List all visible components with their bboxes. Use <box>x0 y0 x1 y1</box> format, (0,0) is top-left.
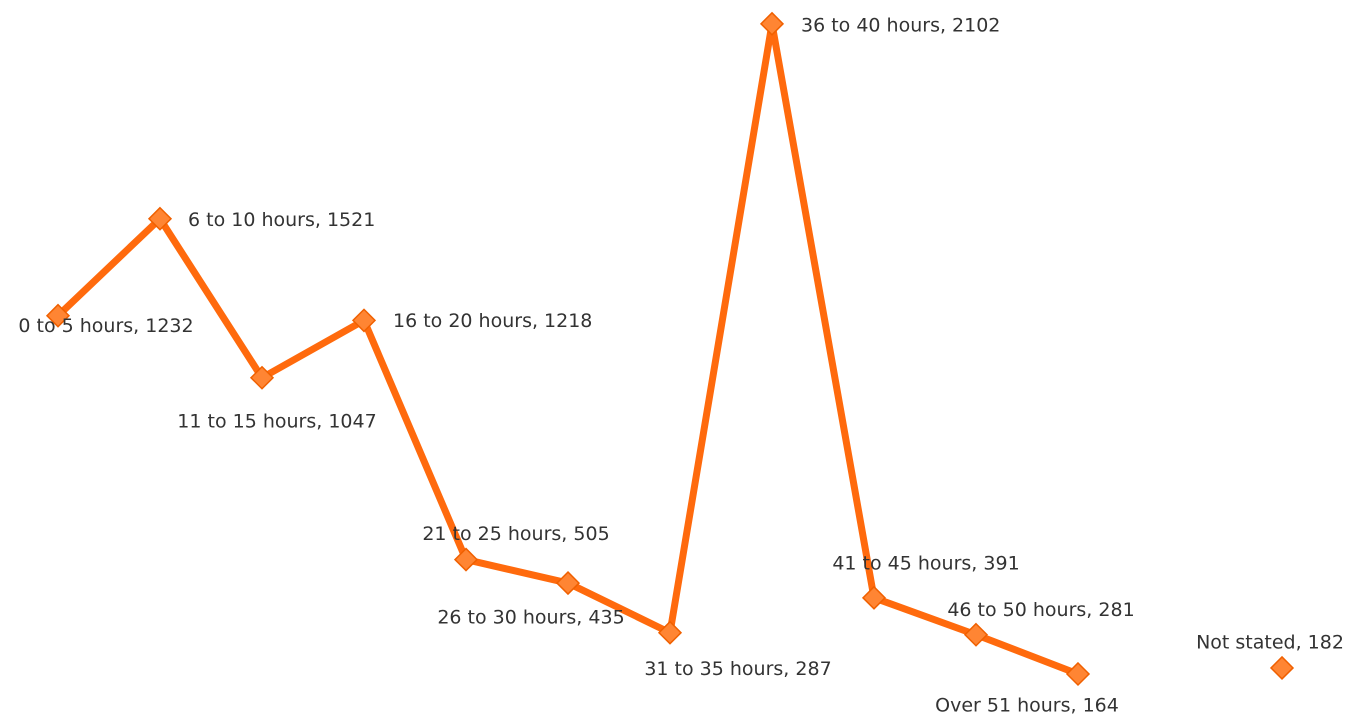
data-label: 16 to 20 hours, 1218 <box>393 310 592 332</box>
marker <box>351 308 377 333</box>
marker <box>249 365 275 390</box>
data-label: 21 to 25 hours, 505 <box>422 523 609 545</box>
marker <box>1269 655 1295 681</box>
data-label: 36 to 40 hours, 2102 <box>801 14 1000 36</box>
marker <box>963 622 989 647</box>
data-label: 31 to 35 hours, 287 <box>644 658 831 680</box>
data-label: 11 to 15 hours, 1047 <box>177 410 376 432</box>
marker <box>759 11 785 36</box>
data-label: 41 to 45 hours, 391 <box>832 552 1019 574</box>
marker <box>453 547 479 572</box>
marker <box>555 571 581 596</box>
data-label: Not stated, 182 <box>1196 631 1344 653</box>
data-label: 6 to 10 hours, 1521 <box>188 209 375 231</box>
marker <box>45 303 71 328</box>
data-label: 46 to 50 hours, 281 <box>947 599 1134 621</box>
data-label: 26 to 30 hours, 435 <box>437 607 624 629</box>
marker <box>1065 661 1091 687</box>
data-label: Over 51 hours, 164 <box>935 694 1119 716</box>
data-label: 0 to 5 hours, 1232 <box>18 315 193 337</box>
marker <box>861 585 887 610</box>
marker <box>657 620 683 645</box>
marker <box>147 206 173 231</box>
